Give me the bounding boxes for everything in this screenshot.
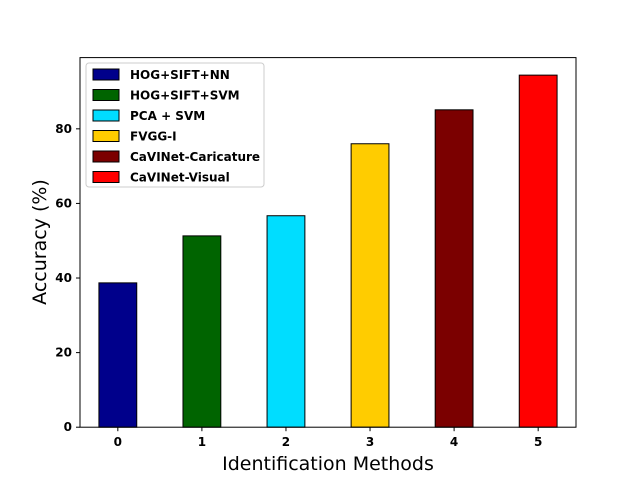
- x-tick-label: 0: [114, 435, 122, 449]
- legend-label: CaVINet-Caricature: [130, 150, 260, 164]
- y-axis-title: Accuracy (%): [29, 179, 51, 305]
- y-tick-label: 20: [55, 346, 72, 360]
- y-axis-ticks: 0 20 40 60 80: [55, 122, 80, 434]
- bar-1: [182, 235, 222, 428]
- legend-swatch: [92, 171, 120, 183]
- x-axis-title: Identification Methods: [222, 453, 434, 475]
- plot-frame: [79, 57, 577, 428]
- x-tick-label: 2: [282, 435, 290, 449]
- legend-swatch: [92, 150, 120, 163]
- legend-label: HOG+SIFT+NN: [130, 68, 230, 82]
- bar-2: [266, 215, 306, 428]
- bar-3: [350, 143, 390, 428]
- legend: HOG+SIFT+NN HOG+SIFT+SVM PCA + SVM FVGG-I Ca…: [85, 62, 265, 188]
- bar-0: [98, 282, 138, 428]
- legend-swatch: [92, 89, 120, 101]
- legend-frame: [85, 62, 265, 188]
- x-tick-label: 3: [366, 435, 374, 449]
- bars-group: [98, 74, 558, 428]
- legend-label: PCA + SVM: [130, 109, 205, 123]
- x-tick-label: 5: [534, 435, 542, 449]
- x-tick-label: 1: [198, 435, 206, 449]
- legend-label: FVGG-I: [130, 130, 177, 144]
- legend-swatch: [92, 68, 120, 81]
- y-tick-label: 40: [55, 271, 72, 285]
- x-axis-ticks: 0 1 2 3 4 5: [114, 427, 542, 449]
- legend-swatch: [92, 130, 120, 142]
- legend-swatch: [92, 109, 120, 122]
- legend-label: CaVINet-Visual: [130, 171, 230, 185]
- y-tick-label: 60: [55, 196, 72, 210]
- bar-4: [434, 109, 474, 428]
- bar-5: [518, 74, 558, 428]
- legend-label: HOG+SIFT+SVM: [130, 89, 240, 103]
- x-tick-label: 4: [450, 435, 458, 449]
- y-tick-label: 0: [64, 420, 72, 434]
- y-tick-label: 80: [55, 122, 72, 136]
